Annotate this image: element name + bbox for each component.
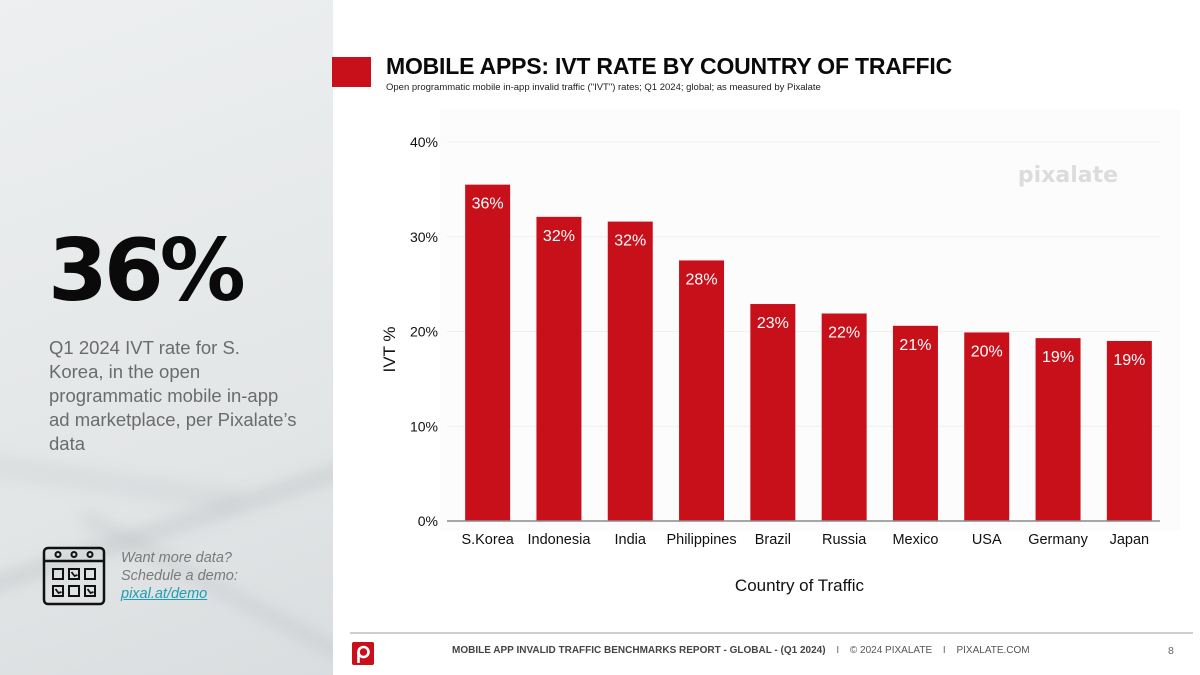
footer-separator: I bbox=[836, 645, 840, 656]
x-tick-label: Philippines bbox=[666, 532, 736, 548]
bar-japan bbox=[1106, 340, 1152, 521]
x-tick-labels: S.Korea Indonesia India Philippines Brazil Ru… bbox=[461, 532, 1149, 548]
calendar-icon bbox=[42, 546, 106, 606]
bar-usa bbox=[964, 332, 1010, 521]
bar-india bbox=[607, 221, 653, 521]
cta-line-2: Schedule a demo: bbox=[121, 568, 238, 584]
page-number: 8 bbox=[1168, 645, 1174, 657]
x-tick-label: Brazil bbox=[755, 532, 791, 548]
y-tick-label: 30% bbox=[410, 229, 438, 245]
demo-cta: Want more data? Schedule a demo: pixal.a… bbox=[121, 549, 238, 603]
bars: 36% 32% 32% 28% 23% 22% 21% 20% 19% 19% bbox=[465, 184, 1152, 521]
data-label: 19% bbox=[1042, 349, 1074, 366]
footer-text: MOBILE APP INVALID TRAFFIC BENCHMARKS RE… bbox=[452, 645, 1030, 656]
x-tick-label: USA bbox=[972, 532, 1002, 548]
data-label: 20% bbox=[971, 343, 1003, 360]
bar-brazil bbox=[750, 304, 796, 521]
bar-philippines bbox=[679, 260, 725, 521]
footer-report-title: MOBILE APP INVALID TRAFFIC BENCHMARKS RE… bbox=[452, 645, 826, 656]
y-tick-label: 0% bbox=[418, 513, 438, 529]
data-label: 28% bbox=[686, 271, 718, 288]
pixalate-watermark: pixalate bbox=[1018, 163, 1118, 188]
data-label: 21% bbox=[899, 337, 931, 354]
data-label: 19% bbox=[1113, 352, 1145, 369]
y-tick-label: 10% bbox=[410, 418, 438, 434]
bar-germany bbox=[1035, 338, 1081, 521]
y-tick-label: 40% bbox=[410, 134, 438, 150]
footer-separator: I bbox=[942, 645, 946, 656]
x-tick-label: Russia bbox=[822, 532, 867, 548]
title-accent-block bbox=[332, 57, 371, 87]
x-tick-label: Japan bbox=[1110, 532, 1150, 548]
x-tick-label: India bbox=[615, 532, 647, 548]
data-label: 23% bbox=[757, 315, 789, 332]
footer-website[interactable]: PIXALATE.COM bbox=[956, 645, 1030, 656]
y-tick-label: 20% bbox=[410, 324, 438, 340]
bar-russia bbox=[821, 313, 867, 521]
y-axis-label: IVT % bbox=[380, 327, 399, 373]
pixalate-logo-icon bbox=[352, 642, 374, 665]
footer-divider bbox=[350, 632, 1193, 634]
x-tick-label: Germany bbox=[1028, 532, 1088, 548]
x-tick-label: Mexico bbox=[892, 532, 938, 548]
y-tick-labels: 0% 10% 20% 30% 40% bbox=[410, 134, 438, 529]
bar-mexico bbox=[892, 325, 938, 521]
data-label: 32% bbox=[543, 228, 575, 245]
left-panel: 36% Q1 2024 IVT rate for S. Korea, in th… bbox=[0, 0, 333, 675]
data-label: 36% bbox=[472, 196, 504, 213]
stat-description: Q1 2024 IVT rate for S. Korea, in the op… bbox=[49, 337, 297, 454]
background-streak bbox=[0, 449, 240, 511]
footer-copyright: © 2024 PIXALATE bbox=[849, 645, 933, 656]
demo-link[interactable]: pixal.at/demo bbox=[121, 586, 208, 602]
chart-canvas: 0% 10% 20% 30% 40% 36% 32% 32% 28% 23% 22% 21% 20% 1… bbox=[380, 110, 1180, 595]
data-label: 22% bbox=[828, 324, 860, 341]
page-title: MOBILE APPS: IVT RATE BY COUNTRY OF TRAF… bbox=[386, 53, 952, 79]
page-subtitle: Open programmatic mobile in-app invalid … bbox=[386, 82, 821, 93]
x-tick-label: Indonesia bbox=[528, 532, 592, 548]
big-stat: 36% bbox=[48, 221, 246, 321]
x-axis-label: Country of Traffic bbox=[735, 576, 865, 595]
x-tick-label: S.Korea bbox=[461, 532, 514, 548]
data-label: 32% bbox=[614, 233, 646, 250]
cta-line-1: Want more data? bbox=[121, 550, 232, 566]
bar-chart: 0% 10% 20% 30% 40% 36% 32% 32% 28% 23% 22% 21% 20% 1… bbox=[350, 110, 1180, 620]
bar-indonesia bbox=[536, 216, 582, 521]
bar-skorea bbox=[465, 184, 511, 521]
